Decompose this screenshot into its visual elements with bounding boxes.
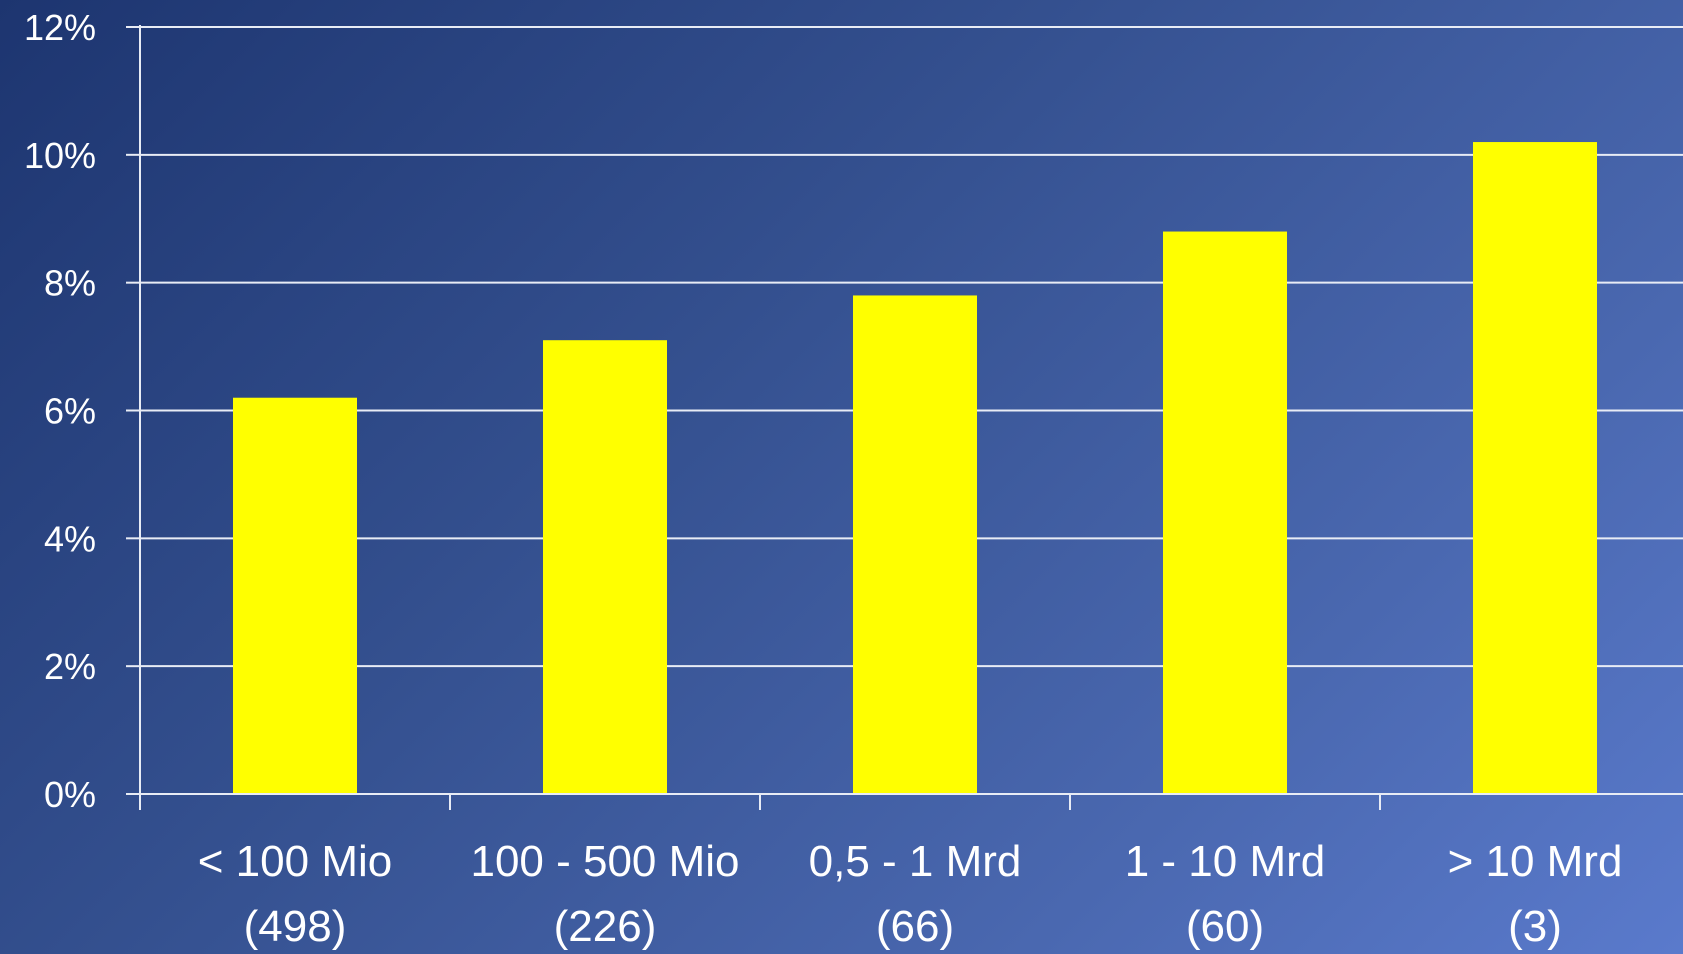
x-category-count-label: (3) <box>1508 902 1562 951</box>
y-tick-label: 10% <box>24 135 96 176</box>
x-category-label: > 10 Mrd <box>1448 837 1623 886</box>
x-category-count-label: (66) <box>876 902 954 951</box>
y-tick-label: 2% <box>44 646 96 687</box>
y-tick-label: 4% <box>44 518 96 559</box>
y-axis-tick-labels: 0% 2% 4% 6% 8% 10% 12% <box>24 7 96 815</box>
bar <box>1473 142 1597 795</box>
y-tick-label: 0% <box>44 774 96 815</box>
x-category-label: 1 - 10 Mrd <box>1125 837 1326 886</box>
bars <box>233 142 1597 795</box>
y-tick-label: 6% <box>44 391 96 432</box>
axes <box>126 25 1683 810</box>
x-category-count-label: (60) <box>1186 902 1264 951</box>
x-category-label: < 100 Mio <box>198 837 392 886</box>
x-axis-category-labels: < 100 Mio (498) 100 - 500 Mio (226) 0,5 - 1 … <box>198 837 1623 951</box>
bar <box>233 397 357 794</box>
x-category-label: 100 - 500 Mio <box>470 837 739 886</box>
x-category-count-label: (226) <box>554 902 657 951</box>
x-category-count-label: (498) <box>244 902 347 951</box>
y-tick-label: 12% <box>24 7 96 48</box>
x-category-label: 0,5 - 1 Mrd <box>809 837 1022 886</box>
bar <box>853 295 977 794</box>
bar <box>543 340 667 794</box>
bar <box>1163 231 1287 795</box>
y-tick-label: 8% <box>44 263 96 304</box>
